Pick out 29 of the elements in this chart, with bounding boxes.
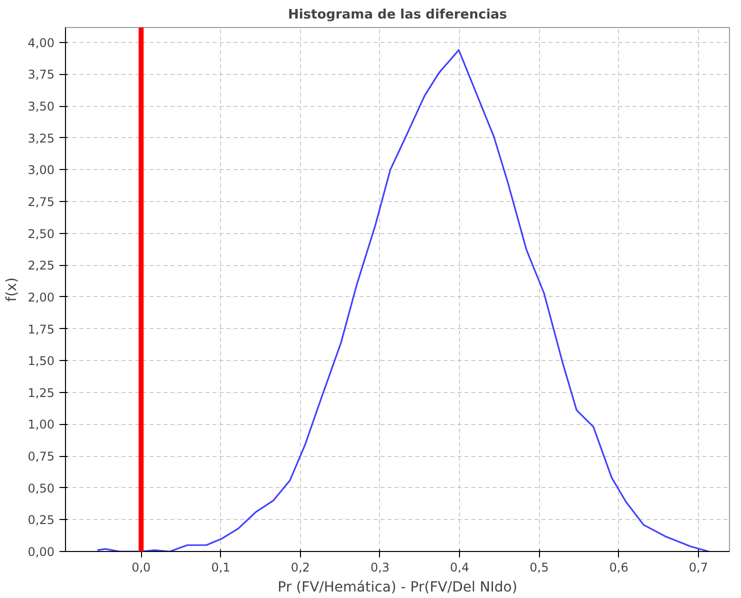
x-tick-label: 0,3	[370, 560, 390, 574]
y-tick-label: 3,25	[28, 131, 54, 146]
x-tick-label: 0,7	[688, 560, 708, 574]
x-tick-label: 0,2	[290, 560, 310, 574]
y-axis-title: f(x)	[4, 277, 20, 302]
y-tick-label: 1,75	[28, 322, 54, 336]
y-tick-label: 0,00	[28, 545, 54, 559]
y-tick-label: 1,50	[28, 354, 54, 368]
y-tick-label: 0,75	[28, 450, 54, 464]
y-tick-label: 1,00	[28, 418, 54, 432]
y-tick-label: 2,00	[28, 290, 54, 304]
y-tick-label: 1,25	[28, 386, 54, 400]
line-series	[96, 49, 710, 552]
y-tick-label: 0,50	[28, 481, 54, 496]
y-tick-label: 4,00	[28, 36, 54, 50]
x-tick-label: 0,6	[609, 560, 628, 574]
chart-title: Histograma de las diferencias	[288, 8, 508, 22]
x-tick-label: 0,5	[530, 560, 549, 574]
x-tick-label: 0,0	[132, 560, 151, 574]
y-tick-label: 2,25	[28, 258, 54, 273]
y-tick-label: 2,50	[28, 226, 54, 241]
x-tick-label: 0,1	[211, 560, 230, 574]
y-tick-label: 3,75	[28, 68, 54, 82]
y-tick-label: 2,75	[28, 194, 54, 209]
x-tick-label: 0,4	[450, 560, 470, 574]
y-tick-label: 3,00	[28, 163, 54, 178]
y-tick-label: 0,25	[28, 513, 54, 528]
y-tick-label: 3,50	[28, 100, 54, 114]
x-axis-title: Pr (FV/Hemática) - Pr(FV/Del NIdo)	[278, 580, 518, 596]
